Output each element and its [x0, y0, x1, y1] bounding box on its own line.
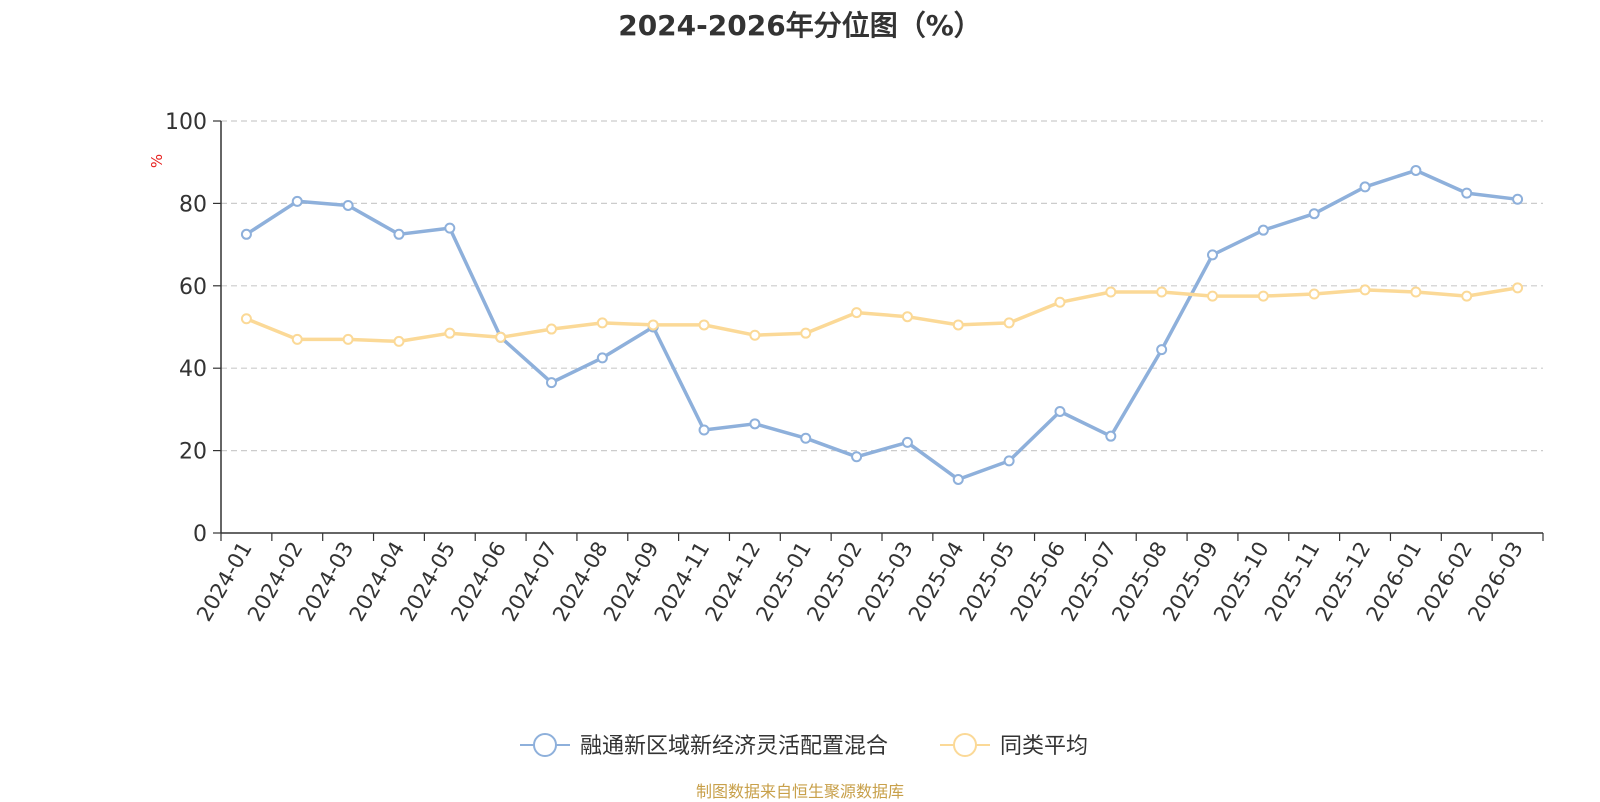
chart-title: 2024-2026年分位图（%）: [618, 9, 982, 42]
data-point: [1156, 286, 1168, 298]
y-tick-label: 20: [179, 440, 207, 465]
data-point: [1003, 317, 1015, 329]
data-point: [851, 307, 863, 319]
data-point: [342, 333, 354, 345]
data-point: [901, 436, 913, 448]
data-point: [952, 319, 964, 331]
data-point: [596, 317, 608, 329]
data-point: [1359, 181, 1371, 193]
data-point: [1257, 224, 1269, 236]
data-point: [1359, 284, 1371, 296]
y-tick-label: 0: [193, 522, 207, 547]
y-tick-label: 80: [179, 192, 207, 217]
series-line-0: [245, 168, 1518, 482]
legend-item-1[interactable]: 同类平均: [940, 733, 1088, 759]
data-point: [495, 331, 507, 343]
data-point: [1054, 405, 1066, 417]
data-point: [240, 313, 252, 325]
series-line-1: [245, 286, 1518, 344]
data-point: [1207, 249, 1218, 261]
data-point: [1308, 288, 1320, 300]
data-point: [444, 222, 456, 234]
data-point: [393, 228, 405, 240]
data-point: [698, 319, 710, 331]
data-point: [749, 329, 761, 341]
data-point: [1410, 286, 1422, 298]
data-point: [901, 311, 913, 323]
data-point: [596, 352, 608, 364]
legend-label: 同类平均: [1000, 734, 1088, 759]
data-point: [952, 473, 964, 485]
data-point: [1105, 430, 1117, 442]
data-point: [1512, 193, 1524, 205]
y-tick-label: 100: [165, 110, 207, 135]
legend-item-0[interactable]: 融通新区域新经济灵活配置混合: [520, 733, 888, 759]
data-point: [1257, 290, 1269, 302]
data-point: [291, 195, 303, 207]
data-point: [240, 228, 252, 240]
data-point: [851, 451, 863, 463]
data-point: [1003, 455, 1015, 467]
data-point: [546, 377, 557, 389]
legend-label: 融通新区域新经济灵活配置混合: [580, 734, 888, 759]
legend-marker: [953, 733, 977, 757]
data-point: [800, 432, 812, 444]
legend-marker: [533, 733, 557, 757]
data-point: [1054, 296, 1066, 308]
data-point: [1512, 282, 1524, 294]
y-axis-label: %: [148, 154, 166, 168]
data-point: [546, 323, 557, 335]
data-point: [647, 319, 659, 331]
data-point: [800, 327, 812, 339]
data-point: [1156, 344, 1168, 356]
data-point: [1461, 187, 1473, 199]
source-footer: 制图数据来自恒生聚源数据库: [695, 782, 904, 801]
data-point: [291, 333, 303, 345]
series-lines: [240, 164, 1524, 485]
data-point: [749, 418, 761, 430]
data-point: [1410, 164, 1422, 176]
y-tick-label: 40: [179, 357, 207, 382]
data-point: [1207, 290, 1218, 302]
data-point: [1105, 286, 1117, 298]
data-point: [1461, 290, 1473, 302]
data-point: [1308, 208, 1320, 220]
data-point: [444, 327, 456, 339]
data-point: [698, 424, 710, 436]
data-point: [342, 199, 354, 211]
data-point: [393, 335, 405, 347]
y-tick-label: 60: [179, 275, 207, 300]
grid-lines: [221, 120, 1543, 452]
legend[interactable]: 融通新区域新经济灵活配置混合 同类平均: [520, 733, 1088, 759]
